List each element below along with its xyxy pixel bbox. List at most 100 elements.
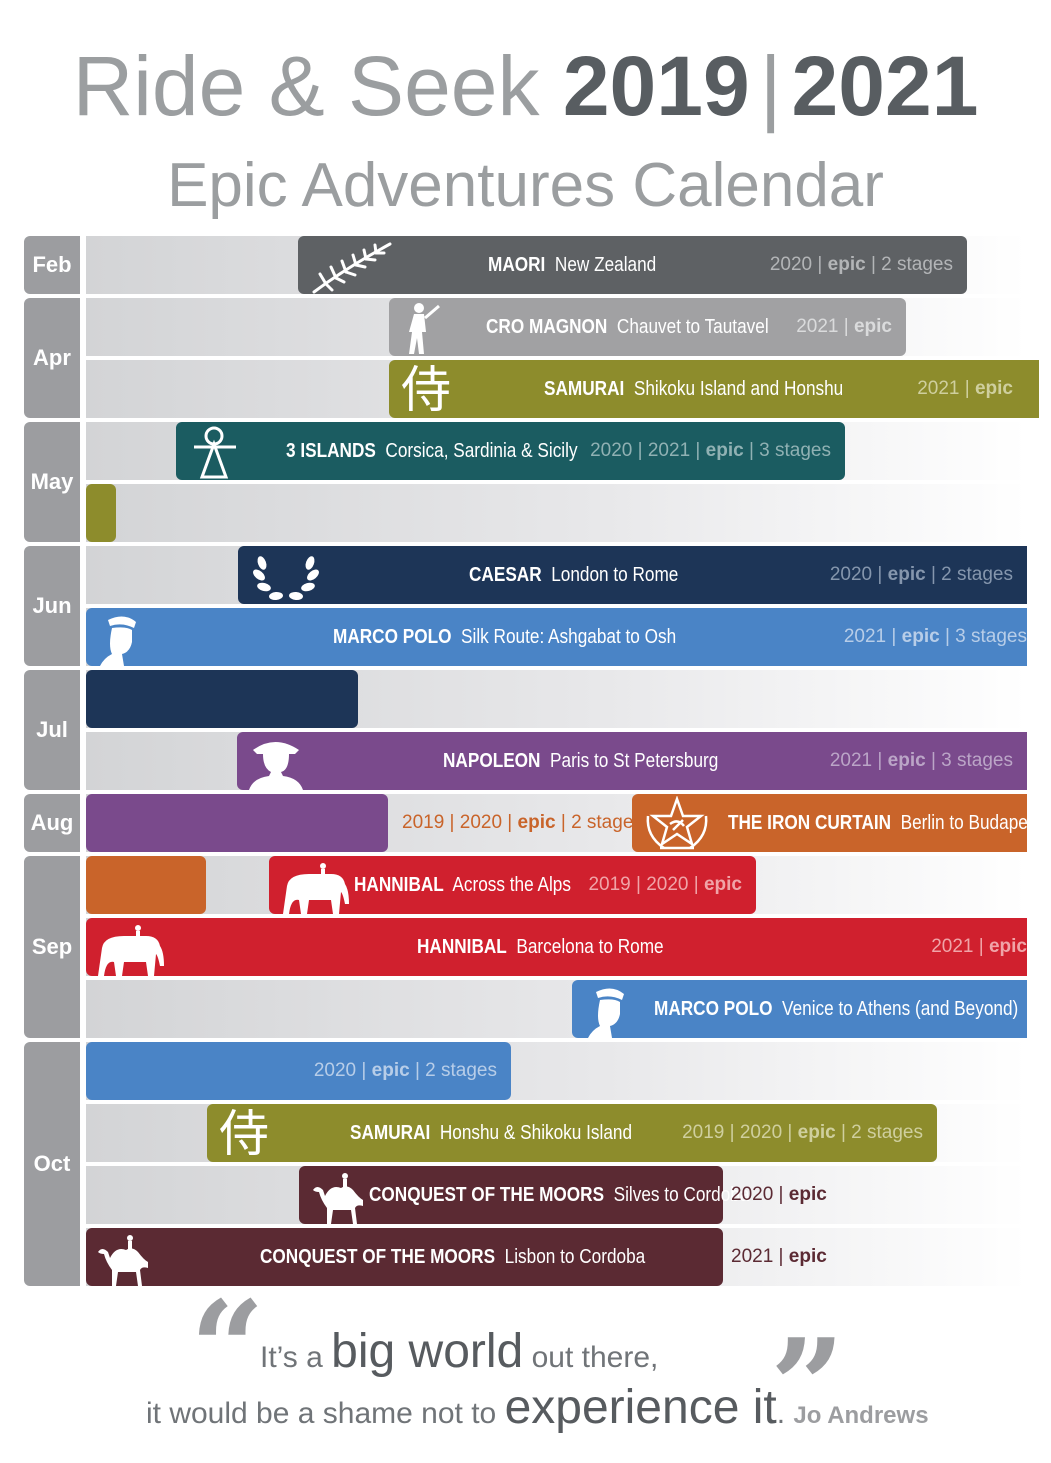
trip-name: HANNIBAL xyxy=(417,936,507,958)
trip-epic: epic xyxy=(974,378,1013,399)
trip-route: Berlin to Budapest xyxy=(900,812,1042,834)
page-title: Ride & Seek 2019 | 2021 xyxy=(0,36,1051,136)
trip-stages: 3 stages xyxy=(955,626,1027,647)
trip-route: Silves to Cordoba xyxy=(613,1184,750,1206)
lane xyxy=(86,484,1027,542)
trip-bar-marco-polo-1[interactable]: MARCO POLO Silk Route: Ashgabat to Osh 2… xyxy=(86,608,1027,666)
trip-years: 2020 xyxy=(829,564,873,585)
trip-name: THE IRON CURTAIN xyxy=(728,812,892,834)
trip-bar-samurai-1-tail[interactable] xyxy=(86,484,116,542)
trip-stages: 3 stages xyxy=(759,440,831,461)
trip-label: CAESAR London to Rome xyxy=(469,546,678,604)
trip-bar-cro-magnon[interactable]: CRO MAGNON Chauvet to Tautavel 2021 | ep… xyxy=(389,298,906,356)
trip-bar-iron-curtain-tail[interactable] xyxy=(86,856,206,914)
trip-bar-hannibal-2[interactable]: HANNIBAL Barcelona to Rome 2021 | epic xyxy=(86,918,1027,976)
title-year-end: 2021 xyxy=(791,39,979,133)
trip-bar-moors-2[interactable]: CONQUEST OF THE MOORS Lisbon to Cordoba xyxy=(86,1228,723,1286)
trip-name: CAESAR xyxy=(469,564,542,586)
trip-stages: 2 stages xyxy=(881,254,953,275)
trip-bar-iron-curtain[interactable]: THE IRON CURTAIN Berlin to Budapest xyxy=(632,794,1041,852)
trip-name: CONQUEST OF THE MOORS xyxy=(369,1184,605,1206)
page-subtitle: Epic Adventures Calendar xyxy=(167,151,884,220)
quote-line-1: It’s a big world out there, xyxy=(260,1322,658,1388)
trip-bar-maori[interactable]: MAORI New Zealand 2020 | epic | 2 stages xyxy=(298,236,967,294)
caveman-icon xyxy=(401,300,441,361)
month-label-jul: Jul xyxy=(24,670,80,790)
month-label-aug: Aug xyxy=(24,794,80,852)
soviet-star-emblem-icon xyxy=(640,795,714,857)
month-label-sep: Sep xyxy=(24,856,80,1038)
month-label-oct: Oct xyxy=(24,1042,80,1286)
marco-polo-portrait-icon xyxy=(94,612,144,671)
trip-route: Chauvet to Tautavel xyxy=(616,316,769,338)
title-separator: | xyxy=(759,39,782,133)
trip-epic: epic xyxy=(788,1184,827,1205)
elephant-rider-icon xyxy=(279,860,355,919)
trip-years: 2020 xyxy=(731,1184,774,1205)
quote-author: Jo Andrews xyxy=(793,1402,929,1429)
trip-bar-marco-polo-2-tail[interactable]: 2020 | epic | 2 stages xyxy=(86,1042,511,1100)
trip-years: 2021 xyxy=(731,1246,774,1267)
trip-epic: epic xyxy=(703,874,742,895)
trip-stages: 2 stages xyxy=(851,1122,923,1143)
trip-years: 2021 xyxy=(917,378,960,399)
trip-stages: 2 stages xyxy=(425,1060,497,1081)
trip-bar-caesar-tail[interactable] xyxy=(86,670,358,728)
napoleon-silhouette-icon xyxy=(247,736,307,795)
title-year-start: 2019 xyxy=(562,39,750,133)
month-label-jun: Jun xyxy=(24,546,80,666)
title-brand: Ride & Seek xyxy=(72,39,540,133)
trip-name: NAPOLEON xyxy=(443,750,541,772)
quote-emphasis: big world xyxy=(331,1325,524,1378)
trip-bar-napoleon-tail[interactable] xyxy=(86,794,388,852)
trip-meta: 2020 | epic | 2 stages xyxy=(769,254,953,275)
marco-polo-portrait-icon xyxy=(582,984,632,1043)
trip-bar-marco-polo-2[interactable]: MARCO POLO Venice to Athens (and Beyond) xyxy=(572,980,1027,1038)
trip-bar-caesar[interactable]: CAESAR London to Rome 2020 | epic | 2 st… xyxy=(238,546,1027,604)
trip-meta: 2021 | epic | 3 stages xyxy=(829,750,1013,771)
trip-name: 3 ISLANDS xyxy=(286,440,376,462)
trip-label: CONQUEST OF THE MOORS Lisbon to Cordoba xyxy=(260,1228,645,1286)
trip-route: New Zealand xyxy=(554,254,657,276)
trip-years: 2020 xyxy=(769,254,813,275)
trip-route: Corsica, Sardinia & Sicily xyxy=(385,440,578,462)
trip-bar-moors-1[interactable]: CONQUEST OF THE MOORS Silves to Cordoba xyxy=(299,1166,749,1224)
close-quote-icon: ” xyxy=(770,1310,845,1463)
trip-route: Across the Alps xyxy=(452,874,571,896)
trip-bar-samurai-2[interactable]: 侍 SAMURAI Honshu & Shikoku Island 2019 |… xyxy=(207,1104,937,1162)
trip-route: London to Rome xyxy=(551,564,679,586)
trip-bar-napoleon[interactable]: NAPOLEON Paris to St Petersburg 2021 | e… xyxy=(237,732,1027,790)
quote-text: . xyxy=(776,1397,786,1430)
trip-bar-samurai-1[interactable]: 侍 SAMURAI Shikoku Island and Honshu 2021… xyxy=(389,360,1039,418)
month-label-feb: Feb xyxy=(24,236,80,294)
samurai-kanji-icon: 侍 xyxy=(219,1105,269,1163)
trip-meta: 2021 | epic xyxy=(917,378,1013,399)
trip-stages: 2 stages xyxy=(941,564,1013,585)
trip-epic: epic xyxy=(827,254,866,275)
trip-route: Barcelona to Rome xyxy=(516,936,664,958)
trip-epic: epic xyxy=(901,626,940,647)
trip-label: CONQUEST OF THE MOORS Silves to Cordoba xyxy=(369,1166,749,1224)
trip-route: Paris to St Petersburg xyxy=(550,750,719,772)
quote-line-2: it would be a shame not to experience it… xyxy=(146,1378,929,1446)
trip-label: MARCO POLO Venice to Athens (and Beyond) xyxy=(654,980,1018,1038)
trip-years: 2020 | 2021 xyxy=(590,440,691,461)
trip-label: 3 ISLANDS Corsica, Sardinia & Sicily xyxy=(286,422,578,480)
camel-rider-icon xyxy=(309,1170,369,1229)
trip-route: Honshu & Shikoku Island xyxy=(439,1122,633,1144)
trip-name: CONQUEST OF THE MOORS xyxy=(260,1246,496,1268)
open-quote-icon: “ xyxy=(190,1272,265,1425)
trip-label: SAMURAI Honshu & Shikoku Island xyxy=(350,1104,632,1162)
trip-bar-hannibal-1[interactable]: HANNIBAL Across the Alps 2019 | 2020 | e… xyxy=(269,856,756,914)
trip-route: Venice to Athens (and Beyond) xyxy=(782,998,1019,1020)
trip-bar-three-islands[interactable]: 3 ISLANDS Corsica, Sardinia & Sicily 202… xyxy=(176,422,845,480)
trip-years: 2019 | 2020 xyxy=(682,1122,783,1143)
trip-epic: epic xyxy=(788,1246,827,1267)
trip-label: CRO MAGNON Chauvet to Tautavel xyxy=(486,298,769,356)
quote-text: out there, xyxy=(531,1341,659,1374)
trip-meta: 2020 | 2021 | epic | 3 stages xyxy=(590,440,831,461)
samurai-kanji-icon: 侍 xyxy=(401,361,451,419)
ankh-figure-icon xyxy=(192,425,242,484)
month-label-may: May xyxy=(24,422,80,542)
trip-label: HANNIBAL Barcelona to Rome xyxy=(417,918,664,976)
